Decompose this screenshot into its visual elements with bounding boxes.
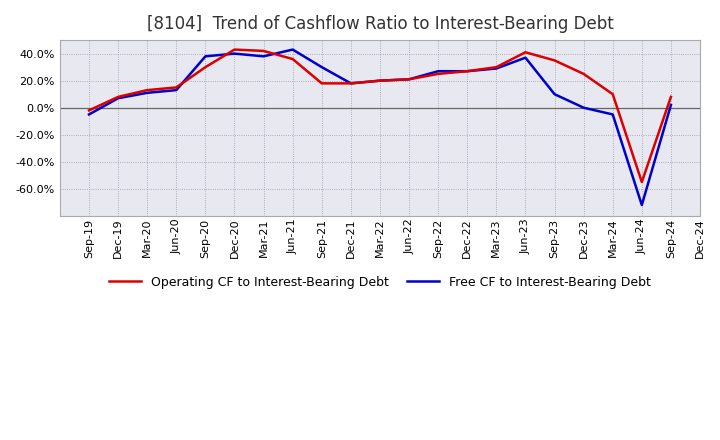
Operating CF to Interest-Bearing Debt — [550, 58, 559, 63]
Free CF to Interest-Bearing Debt — [637, 202, 646, 208]
Operating CF to Interest-Bearing Debt — [521, 50, 530, 55]
Free CF to Interest-Bearing Debt — [667, 103, 675, 108]
Operating CF to Interest-Bearing Debt — [376, 78, 384, 83]
Legend: Operating CF to Interest-Bearing Debt, Free CF to Interest-Bearing Debt: Operating CF to Interest-Bearing Debt, F… — [104, 271, 655, 294]
Operating CF to Interest-Bearing Debt — [201, 65, 210, 70]
Line: Operating CF to Interest-Bearing Debt: Operating CF to Interest-Bearing Debt — [89, 50, 671, 182]
Operating CF to Interest-Bearing Debt — [667, 94, 675, 99]
Operating CF to Interest-Bearing Debt — [463, 69, 472, 74]
Free CF to Interest-Bearing Debt — [259, 54, 268, 59]
Operating CF to Interest-Bearing Debt — [259, 48, 268, 54]
Line: Free CF to Interest-Bearing Debt: Free CF to Interest-Bearing Debt — [89, 50, 671, 205]
Free CF to Interest-Bearing Debt — [608, 112, 617, 117]
Operating CF to Interest-Bearing Debt — [114, 94, 122, 99]
Free CF to Interest-Bearing Debt — [550, 92, 559, 97]
Free CF to Interest-Bearing Debt — [230, 51, 239, 56]
Free CF to Interest-Bearing Debt — [318, 65, 326, 70]
Operating CF to Interest-Bearing Debt — [434, 71, 443, 77]
Free CF to Interest-Bearing Debt — [405, 77, 413, 82]
Free CF to Interest-Bearing Debt — [463, 69, 472, 74]
Title: [8104]  Trend of Cashflow Ratio to Interest-Bearing Debt: [8104] Trend of Cashflow Ratio to Intere… — [147, 15, 613, 33]
Free CF to Interest-Bearing Debt — [521, 55, 530, 60]
Free CF to Interest-Bearing Debt — [114, 95, 122, 101]
Free CF to Interest-Bearing Debt — [201, 54, 210, 59]
Operating CF to Interest-Bearing Debt — [580, 71, 588, 77]
Operating CF to Interest-Bearing Debt — [230, 47, 239, 52]
Free CF to Interest-Bearing Debt — [143, 90, 151, 95]
Operating CF to Interest-Bearing Debt — [346, 81, 355, 86]
Free CF to Interest-Bearing Debt — [346, 81, 355, 86]
Free CF to Interest-Bearing Debt — [172, 88, 181, 93]
Free CF to Interest-Bearing Debt — [492, 66, 500, 71]
Free CF to Interest-Bearing Debt — [85, 112, 94, 117]
Operating CF to Interest-Bearing Debt — [289, 56, 297, 62]
Operating CF to Interest-Bearing Debt — [637, 180, 646, 185]
Free CF to Interest-Bearing Debt — [376, 78, 384, 83]
Free CF to Interest-Bearing Debt — [434, 69, 443, 74]
Operating CF to Interest-Bearing Debt — [608, 92, 617, 97]
Free CF to Interest-Bearing Debt — [289, 47, 297, 52]
Operating CF to Interest-Bearing Debt — [318, 81, 326, 86]
Operating CF to Interest-Bearing Debt — [143, 88, 151, 93]
Operating CF to Interest-Bearing Debt — [405, 77, 413, 82]
Operating CF to Interest-Bearing Debt — [492, 65, 500, 70]
Free CF to Interest-Bearing Debt — [580, 105, 588, 110]
Operating CF to Interest-Bearing Debt — [85, 108, 94, 113]
Operating CF to Interest-Bearing Debt — [172, 85, 181, 90]
